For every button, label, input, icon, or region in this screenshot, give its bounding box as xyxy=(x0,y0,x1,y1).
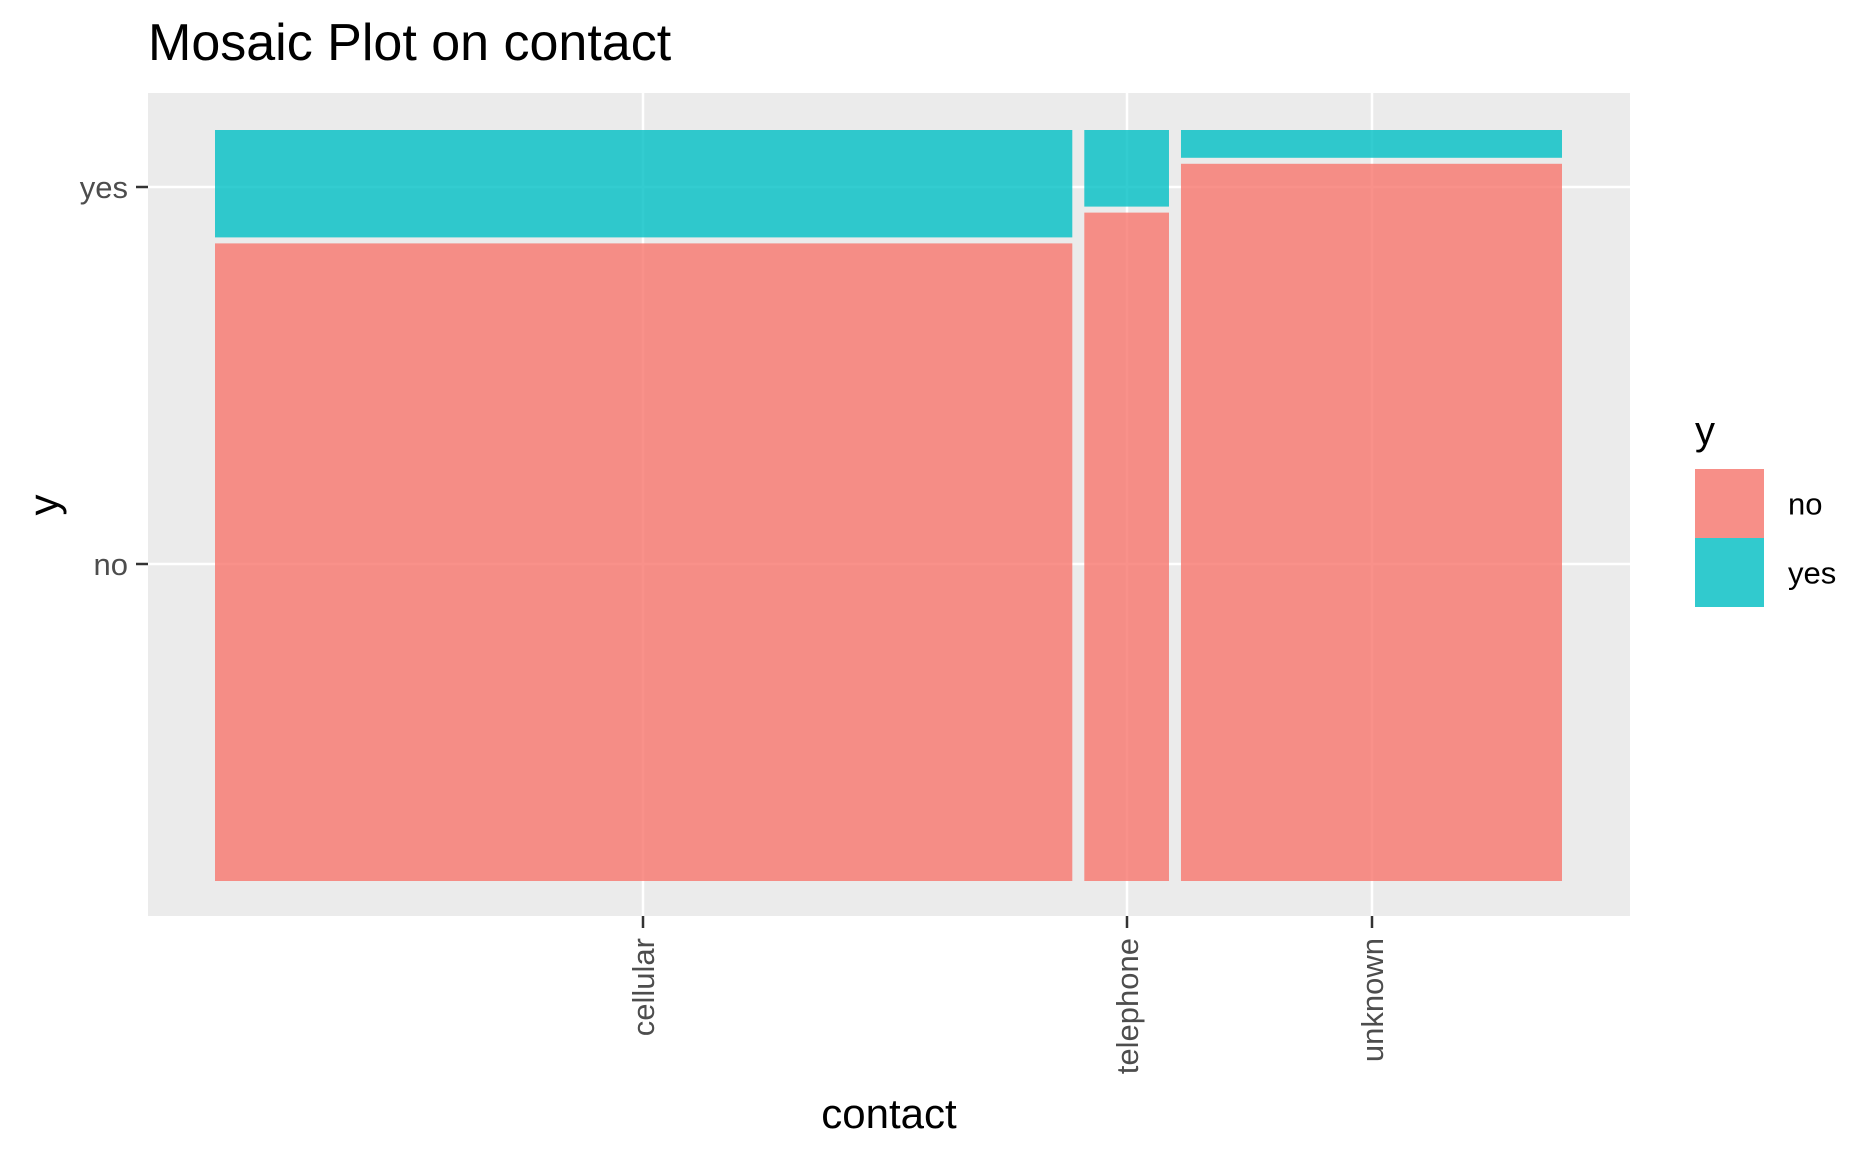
tile-cellular-no xyxy=(215,243,1073,882)
legend-swatch-yes xyxy=(1695,538,1764,607)
legend-label-no: no xyxy=(1788,487,1822,522)
tile-telephone-no xyxy=(1084,212,1169,881)
axes: no yes cellular telephone unknown xyxy=(80,170,1390,1074)
y-tick-label-no: no xyxy=(94,547,128,582)
x-tick-label-unknown: unknown xyxy=(1355,938,1390,1062)
chart-title: Mosaic Plot on contact xyxy=(148,14,672,72)
x-tick-label-cellular: cellular xyxy=(626,938,661,1036)
mosaic-tiles xyxy=(215,130,1562,882)
tile-unknown-yes xyxy=(1180,130,1562,158)
legend-items: no yes xyxy=(1695,469,1836,607)
legend: y no yes xyxy=(1695,409,1836,607)
x-axis-title: contact xyxy=(821,1090,957,1137)
legend-title: y xyxy=(1695,409,1715,453)
legend-label-yes: yes xyxy=(1788,556,1836,591)
legend-swatch-no xyxy=(1695,469,1764,538)
tile-unknown-no xyxy=(1180,163,1562,881)
y-axis-title: y xyxy=(20,495,67,516)
y-tick-label-yes: yes xyxy=(80,170,128,205)
x-tick-label-telephone: telephone xyxy=(1110,938,1145,1074)
tile-cellular-yes xyxy=(215,130,1073,238)
tile-telephone-yes xyxy=(1084,130,1169,207)
